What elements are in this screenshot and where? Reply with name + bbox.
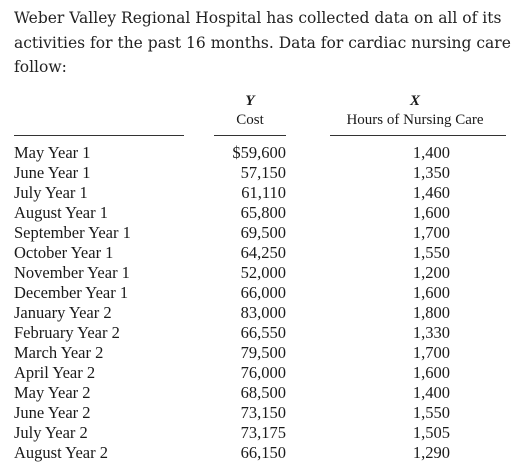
row-cost: 66,000 (240, 283, 286, 302)
row-cost: 76,000 (240, 363, 286, 382)
header-hours-label: Hours of Nursing Care (346, 112, 484, 128)
row-cost: 83,000 (240, 303, 286, 322)
row-hours: 1,550 (412, 403, 450, 422)
table-row: November Year 1 52,000 1,200 (14, 263, 496, 283)
table-row: July Year 1 61,110 1,460 (14, 183, 496, 203)
table-row: June Year 2 73,150 1,550 (14, 403, 496, 423)
row-hours: 1,290 (412, 443, 450, 462)
row-hours: 1,400 (412, 143, 450, 162)
table-row: May Year 2 68,500 1,400 (14, 383, 496, 403)
row-month: February Year 2 (14, 323, 120, 342)
row-month: March Year 2 (14, 343, 104, 362)
row-month: April Year 2 (14, 363, 96, 382)
header-cost-label: Cost (236, 112, 264, 128)
row-cost: 61,110 (241, 183, 286, 202)
row-hours: 1,350 (412, 163, 450, 182)
row-cost: 52,000 (240, 263, 286, 282)
table-row: February Year 2 66,550 1,330 (14, 323, 496, 343)
header-cost-variable: Y (245, 93, 255, 109)
table-row: August Year 1 65,800 1,600 (14, 203, 496, 223)
table-row: January Year 2 83,000 1,800 (14, 303, 496, 323)
row-cost: 69,500 (240, 223, 286, 242)
table-row: July Year 2 73,175 1,505 (14, 423, 496, 443)
row-hours: 1,700 (412, 343, 450, 362)
row-cost: 65,800 (240, 203, 286, 222)
table-row: October Year 1 64,250 1,550 (14, 243, 496, 263)
table-row: May Year 1 $59,600 1,400 (14, 143, 496, 163)
row-cost: 66,150 (240, 443, 286, 462)
row-cost: 66,550 (240, 323, 286, 342)
row-cost: 73,150 (240, 403, 286, 422)
header-rule-hours (330, 135, 506, 136)
row-month: August Year 1 (14, 203, 108, 222)
row-hours: 1,700 (412, 223, 450, 242)
nursing-care-table: Y Cost X Hours of Nursing Care May Year … (14, 92, 506, 463)
row-month: January Year 2 (14, 303, 112, 322)
row-cost: 73,175 (240, 423, 286, 442)
table-row: April Year 2 76,000 1,600 (14, 363, 496, 383)
row-month: November Year 1 (14, 263, 130, 282)
table-row: March Year 2 79,500 1,700 (14, 343, 496, 363)
row-hours: 1,550 (412, 243, 450, 262)
intro-paragraph: Weber Valley Regional Hospital has colle… (14, 9, 511, 76)
table-row: September Year 1 69,500 1,700 (14, 223, 496, 243)
table-row: August Year 2 66,150 1,290 (14, 443, 496, 463)
row-hours: 1,505 (412, 423, 450, 442)
row-hours: 1,600 (412, 203, 450, 222)
row-cost: 57,150 (240, 163, 286, 182)
row-month: December Year 1 (14, 283, 129, 302)
row-hours: 1,600 (412, 283, 450, 302)
table-row: December Year 1 66,000 1,600 (14, 283, 496, 303)
header-hours-variable: X (409, 93, 420, 109)
row-month: July Year 1 (14, 183, 88, 202)
table-header: Y Cost X Hours of Nursing Care (14, 92, 506, 136)
row-month: June Year 1 (14, 163, 91, 182)
header-cost: Y Cost (210, 92, 290, 130)
row-hours: 1,200 (412, 263, 450, 282)
table-body: May Year 1 $59,600 1,400 June Year 1 57,… (14, 143, 496, 463)
row-month: September Year 1 (14, 223, 131, 242)
row-hours: 1,800 (412, 303, 450, 322)
row-month: May Year 1 (14, 143, 91, 162)
row-hours: 1,330 (412, 323, 450, 342)
row-month: May Year 2 (14, 383, 91, 402)
header-rule-cost (214, 135, 286, 136)
row-cost: 64,250 (240, 243, 286, 262)
header-hours: X Hours of Nursing Care (330, 92, 500, 130)
header-rule-month (14, 135, 184, 136)
row-hours: 1,460 (412, 183, 450, 202)
table-row: June Year 1 57,150 1,350 (14, 163, 496, 183)
row-cost: 68,500 (240, 383, 286, 402)
row-month: July Year 2 (14, 423, 88, 442)
row-hours: 1,400 (412, 383, 450, 402)
row-hours: 1,600 (412, 363, 450, 382)
row-month: June Year 2 (14, 403, 91, 422)
row-cost: 79,500 (240, 343, 286, 362)
row-month: August Year 2 (14, 443, 108, 462)
row-month: October Year 1 (14, 243, 114, 262)
row-cost: $59,600 (232, 143, 286, 162)
